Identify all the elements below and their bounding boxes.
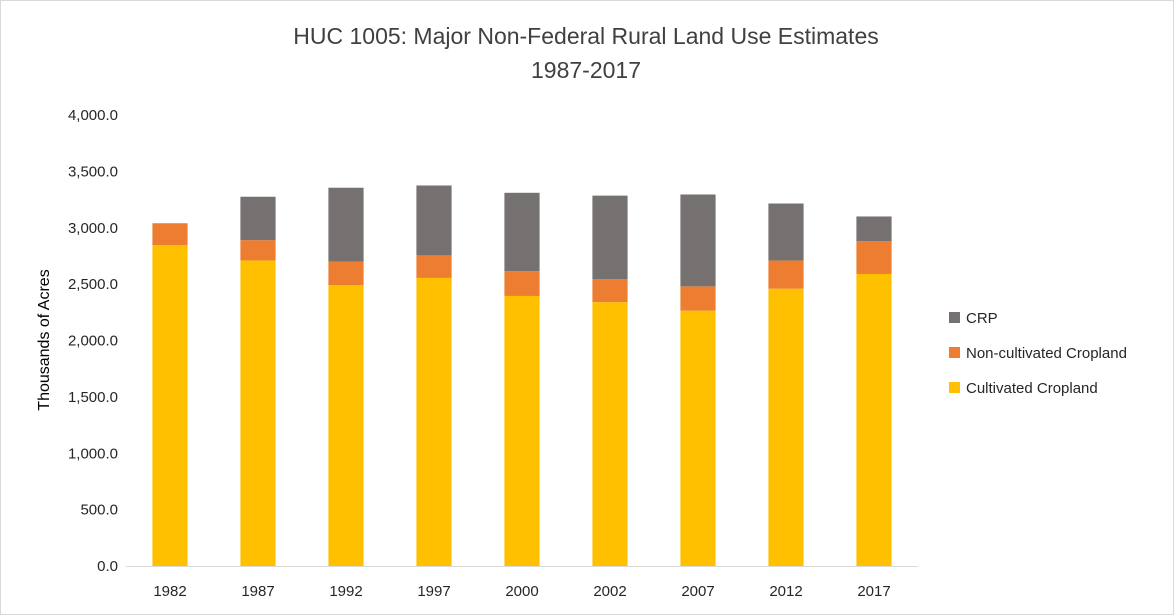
y-tick-label: 1,500.0: [68, 389, 118, 406]
y-axis-title: Thousands of Acres: [36, 269, 53, 410]
y-tick-label: 500.0: [80, 502, 118, 519]
x-tick-label: 1987: [241, 583, 274, 600]
bar-crp-1992: [328, 187, 364, 262]
bar-non-cultivated-cropland-1982: [152, 223, 188, 246]
bar-cultivated-cropland-2007: [680, 310, 716, 566]
x-tick-label: 2007: [681, 583, 714, 600]
bar-crp-2007: [680, 194, 716, 287]
y-tick-label: 1,000.0: [68, 445, 118, 462]
legend-label: CRP: [966, 310, 998, 327]
bar-non-cultivated-cropland-1997: [416, 255, 452, 278]
bar-cultivated-cropland-2017: [856, 273, 892, 566]
x-tick-label: 1997: [417, 583, 450, 600]
bar-cultivated-cropland-2012: [768, 288, 804, 566]
x-tick-label: 2002: [593, 583, 626, 600]
bar-non-cultivated-cropland-2007: [680, 286, 716, 311]
bar-non-cultivated-cropland-2002: [592, 279, 628, 303]
x-tick-label: 2012: [769, 583, 802, 600]
x-tick-label: 1982: [153, 583, 186, 600]
bar-crp-2017: [856, 216, 892, 242]
y-tick-label: 3,000.0: [68, 220, 118, 237]
y-tick-label: 0.0: [97, 558, 118, 575]
y-tick-label: 4,000.0: [68, 107, 118, 124]
bar-crp-2012: [768, 203, 804, 261]
bars: [152, 185, 892, 566]
bar-non-cultivated-cropland-1992: [328, 261, 364, 286]
bar-cultivated-cropland-1997: [416, 277, 452, 566]
bar-non-cultivated-cropland-1987: [240, 240, 276, 261]
y-tick-label: 2,000.0: [68, 333, 118, 350]
bar-cultivated-cropland-1992: [328, 285, 364, 566]
y-axis-ticks: 0.0 500.0 1,000.0 1,500.0 2,000.0 2,500.0 3,00…: [68, 107, 118, 575]
bar-non-cultivated-cropland-2000: [504, 271, 540, 296]
chart-title-line-1: HUC 1005: Major Non-Federal Rural Land U…: [293, 23, 878, 49]
bar-crp-2002: [592, 195, 628, 280]
bar-crp-2000: [504, 192, 540, 272]
y-tick-label: 3,500.0: [68, 163, 118, 180]
chart-title-line-2: 1987-2017: [531, 57, 641, 83]
legend: CRP Non-cultivated Cropland Cultivated Cro…: [949, 310, 1127, 397]
legend-swatch: [949, 382, 960, 393]
bar-non-cultivated-cropland-2017: [856, 241, 892, 274]
bar-non-cultivated-cropland-2012: [768, 260, 804, 289]
bar-cultivated-cropland-1987: [240, 260, 276, 566]
bar-crp-1987: [240, 196, 276, 241]
bar-crp-1997: [416, 185, 452, 256]
bar-cultivated-cropland-2000: [504, 295, 540, 566]
legend-swatch: [949, 312, 960, 323]
bar-cultivated-cropland-2002: [592, 302, 628, 566]
x-tick-label: 1992: [329, 583, 362, 600]
y-tick-label: 2,500.0: [68, 276, 118, 293]
x-tick-label: 2017: [857, 583, 890, 600]
x-tick-label: 2000: [505, 583, 538, 600]
legend-label: Cultivated Cropland: [966, 380, 1098, 397]
legend-label: Non-cultivated Cropland: [966, 345, 1127, 362]
x-axis-ticks: 1982 1987 1992 1997 2000 2002 2007 2012 2017: [153, 583, 890, 600]
legend-swatch: [949, 347, 960, 358]
bar-cultivated-cropland-1982: [152, 245, 188, 566]
